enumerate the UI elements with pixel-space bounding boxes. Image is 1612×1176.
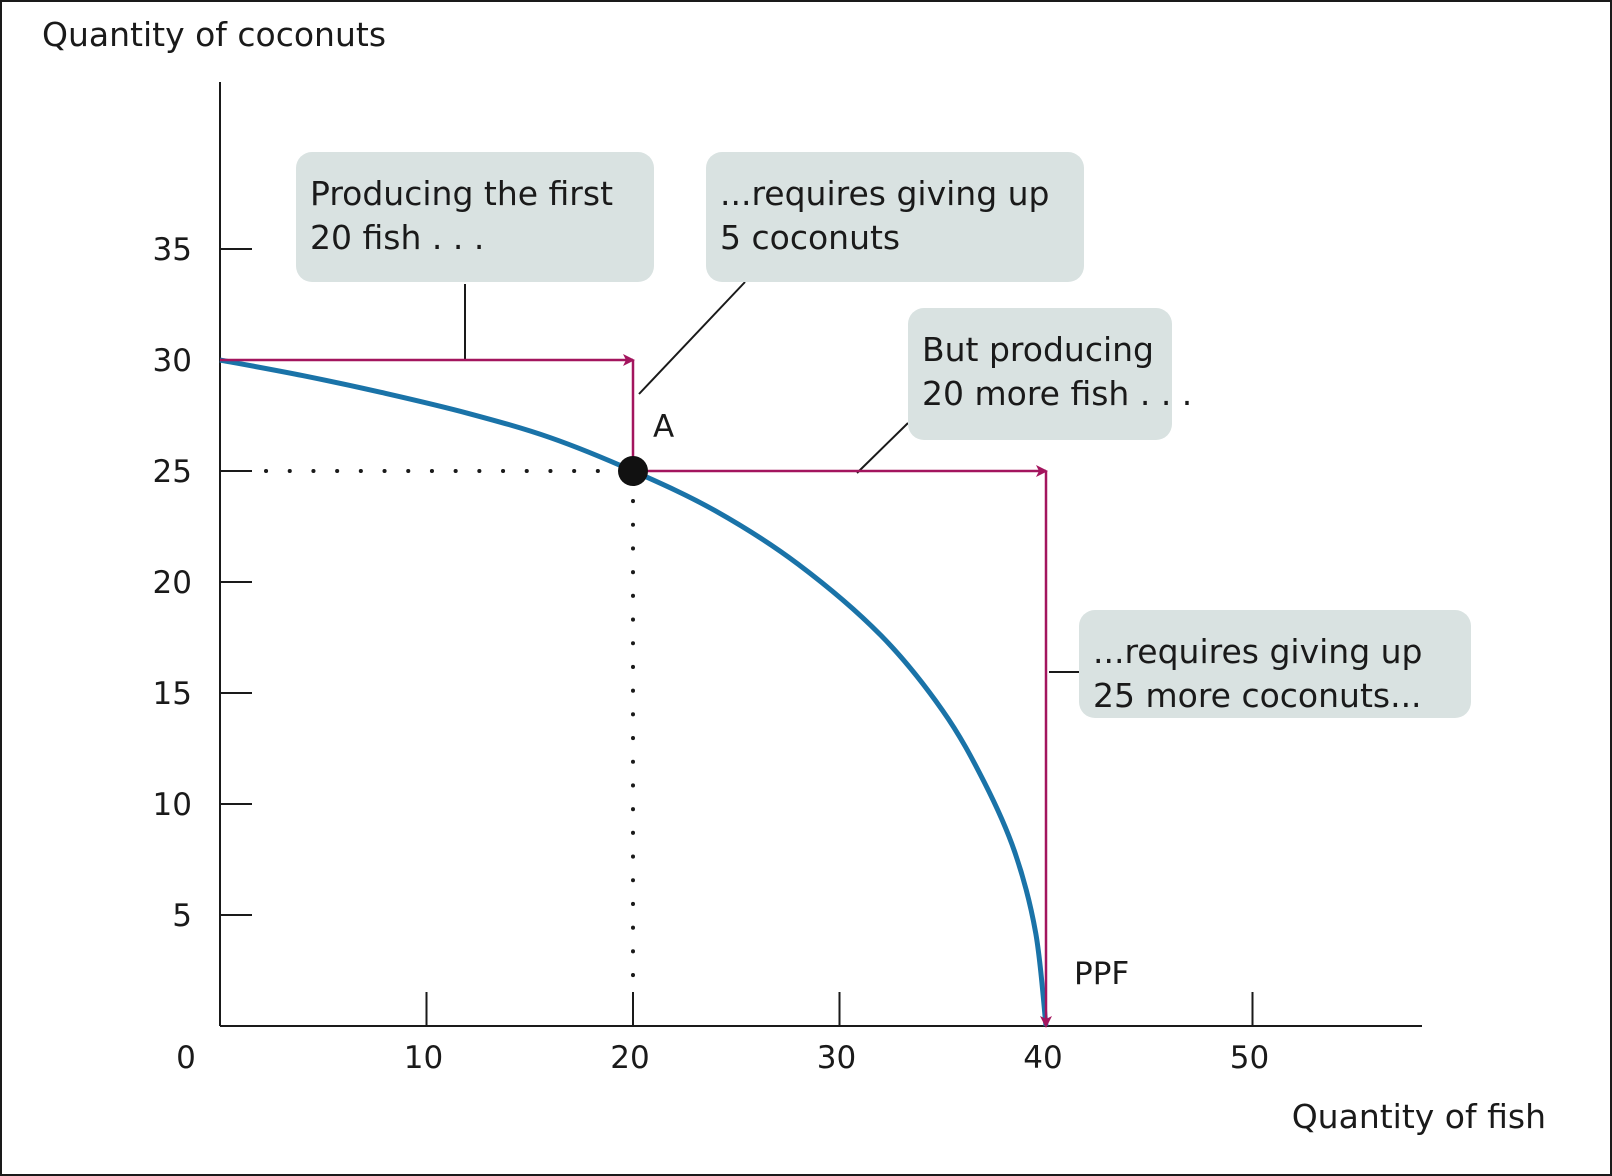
callout-text-more-20-fish-1: But producing bbox=[922, 330, 1154, 369]
ppf-label: PPF bbox=[1074, 956, 1129, 992]
y-tick-label-25: 25 bbox=[153, 454, 192, 490]
origin-label: 0 bbox=[176, 1040, 196, 1076]
callout-connector-3 bbox=[856, 422, 909, 474]
callout-text-first-20-fish-1: Producing the first bbox=[310, 174, 613, 213]
callout-text-give-up-25-2: 25 more coconuts... bbox=[1093, 676, 1422, 715]
x-axis-title: Quantity of fish bbox=[1292, 1097, 1546, 1136]
callout-text-more-20-fish-2: 20 more fish . . . bbox=[922, 374, 1192, 413]
y-tick-label-20: 20 bbox=[153, 565, 192, 601]
callout-connector-2 bbox=[638, 281, 746, 395]
callout-text-first-20-fish-2: 20 fish . . . bbox=[310, 218, 484, 257]
callout-text-give-up-5-1: ...requires giving up bbox=[720, 174, 1050, 213]
point-A bbox=[618, 456, 648, 486]
callout-box-give-up-25 bbox=[1079, 610, 1471, 718]
x-tick-label-40: 40 bbox=[1023, 1040, 1062, 1076]
y-tick-label-35: 35 bbox=[153, 232, 192, 268]
callout-text-give-up-25-1: ...requires giving up bbox=[1093, 632, 1423, 671]
callout-text-give-up-5-2: 5 coconuts bbox=[720, 218, 900, 257]
callout-box-give-up-5 bbox=[706, 152, 1084, 282]
callout-give-up-5: ...requires giving up 5 coconuts bbox=[706, 152, 1084, 282]
y-axis-title: Quantity of coconuts bbox=[42, 15, 386, 54]
point-A-label: A bbox=[653, 409, 674, 445]
callout-box-more-20-fish bbox=[908, 308, 1172, 440]
callout-give-up-25: ...requires giving up 25 more coconuts... bbox=[1079, 610, 1471, 718]
y-tick-label-15: 15 bbox=[153, 676, 192, 712]
x-tick-label-20: 20 bbox=[610, 1040, 649, 1076]
callout-box-first-20-fish bbox=[296, 152, 654, 282]
callout-more-20-fish: But producing 20 more fish . . . bbox=[908, 308, 1192, 440]
y-tick-label-10: 10 bbox=[153, 787, 192, 823]
x-tick-label-50: 50 bbox=[1230, 1040, 1269, 1076]
y-tick-label-5: 5 bbox=[172, 898, 192, 934]
x-tick-label-30: 30 bbox=[817, 1040, 856, 1076]
x-tick-label-10: 10 bbox=[404, 1040, 443, 1076]
callout-first-20-fish: Producing the first 20 fish . . . bbox=[296, 152, 654, 282]
ppf-curve bbox=[219, 357, 1049, 1027]
y-tick-label-30: 30 bbox=[153, 343, 192, 379]
